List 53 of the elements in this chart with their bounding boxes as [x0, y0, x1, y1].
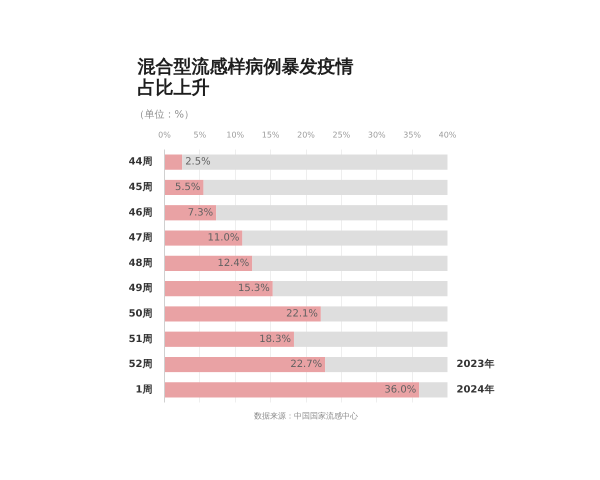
bar — [325, 356, 448, 372]
x-tick-label: 5% — [194, 130, 207, 140]
y-tick-label: 52周 — [128, 358, 153, 370]
y-tick-label: 45周 — [128, 180, 153, 193]
bar — [320, 306, 448, 322]
data-label: 15.3% — [238, 283, 270, 294]
x-tick-label: 30% — [368, 130, 386, 140]
bar — [182, 154, 448, 170]
chart-subtitle: （单位：%） — [134, 108, 194, 120]
x-tick-label: 20% — [297, 130, 316, 140]
y-tick-label: 46周 — [128, 206, 153, 218]
source-note: 数据来源：中国国家流感中心 — [254, 412, 358, 420]
bar — [164, 256, 252, 271]
y-tick-label: 44周 — [128, 156, 153, 168]
y-tick-label: 48周 — [128, 256, 153, 269]
x-tick-label: 35% — [403, 130, 422, 140]
data-label: 7.3% — [188, 207, 214, 218]
data-label: 18.3% — [259, 334, 291, 345]
y-tick-label: 51周 — [128, 332, 153, 345]
bar — [164, 332, 294, 347]
data-label: 12.4% — [217, 258, 250, 269]
annotation: 2023年 — [456, 358, 494, 370]
data-label: 2.5% — [185, 156, 211, 168]
x-tick-label: 10% — [226, 130, 245, 140]
data-label: 11.0% — [208, 232, 240, 244]
y-tick-label: 1周 — [136, 383, 153, 396]
data-label: 22.1% — [286, 308, 318, 320]
bar — [164, 356, 326, 372]
y-tick-label: 47周 — [128, 232, 153, 244]
data-label: 5.5% — [175, 182, 200, 193]
y-tick-label: 49周 — [128, 282, 153, 294]
x-tick-label: 15% — [262, 130, 280, 140]
x-tick-label: 0% — [158, 130, 172, 140]
bar — [164, 230, 242, 246]
data-label: 36.0% — [384, 384, 416, 396]
bar — [216, 205, 448, 220]
bar — [272, 281, 448, 296]
x-tick-label: 40% — [438, 130, 457, 140]
bar — [164, 306, 321, 322]
bar — [242, 230, 448, 246]
chart-title: 混合型流感样病例暴发疫情占比上升 — [136, 56, 354, 98]
bar — [164, 205, 216, 220]
bar — [294, 332, 448, 347]
bar — [164, 382, 420, 398]
annotation: 2024年 — [456, 383, 494, 396]
bar — [419, 382, 448, 398]
bar — [203, 180, 448, 196]
x-tick-label: 25% — [332, 130, 351, 140]
data-label: 22.7% — [290, 359, 322, 370]
bar — [252, 256, 448, 271]
bar — [164, 281, 273, 296]
y-tick-label: 50周 — [128, 307, 153, 320]
bar — [164, 154, 182, 170]
